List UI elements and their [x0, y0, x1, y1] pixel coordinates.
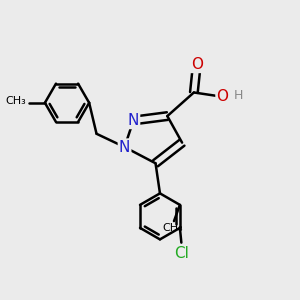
Text: N: N — [128, 113, 139, 128]
Text: Cl: Cl — [174, 246, 189, 261]
Text: O: O — [191, 57, 203, 72]
Text: O: O — [217, 89, 229, 104]
Text: H: H — [233, 89, 243, 102]
Text: N: N — [119, 140, 130, 154]
Text: CH₃: CH₃ — [162, 223, 183, 232]
Text: CH₃: CH₃ — [6, 96, 26, 106]
